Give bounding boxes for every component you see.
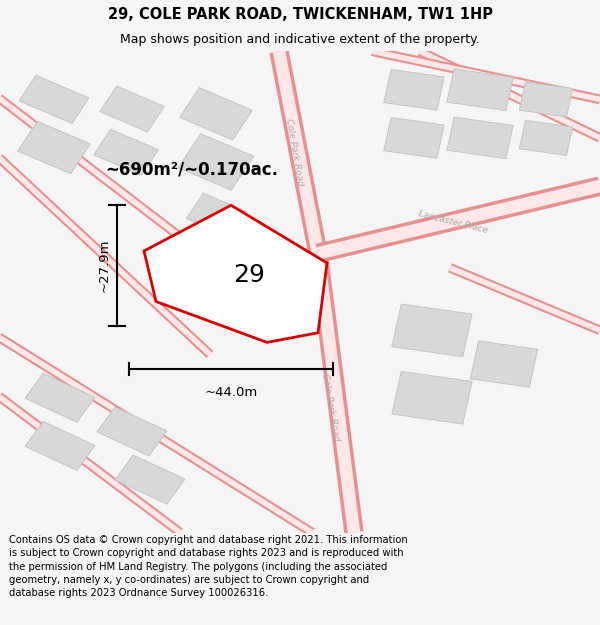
Bar <box>384 118 444 158</box>
Bar <box>19 76 89 123</box>
Bar <box>187 193 245 237</box>
Text: Cole Park Road: Cole Park Road <box>320 373 340 442</box>
Bar <box>115 455 185 504</box>
Text: 29, COLE PARK ROAD, TWICKENHAM, TW1 1HP: 29, COLE PARK ROAD, TWICKENHAM, TW1 1HP <box>107 7 493 22</box>
Bar <box>199 217 269 271</box>
Text: 29: 29 <box>233 263 265 287</box>
Bar <box>178 134 254 190</box>
Text: ~690m²/~0.170ac.: ~690m²/~0.170ac. <box>105 160 278 178</box>
Bar <box>519 82 573 117</box>
Text: Lancaster Place: Lancaster Place <box>418 209 488 235</box>
Bar <box>25 373 95 423</box>
Bar <box>25 421 95 471</box>
Bar <box>97 407 167 456</box>
Text: ~27.9m: ~27.9m <box>97 239 110 292</box>
Bar <box>94 129 158 175</box>
Text: ~44.0m: ~44.0m <box>205 386 257 399</box>
Bar <box>392 304 472 357</box>
Bar <box>447 117 513 159</box>
Bar <box>100 86 164 132</box>
Bar <box>392 371 472 424</box>
Text: Cole Park Road: Cole Park Road <box>284 118 304 187</box>
Bar <box>519 121 573 156</box>
Bar <box>384 69 444 110</box>
Bar <box>447 69 513 111</box>
Bar <box>179 88 253 140</box>
Text: Map shows position and indicative extent of the property.: Map shows position and indicative extent… <box>120 34 480 46</box>
Bar <box>17 121 91 174</box>
Text: Contains OS data © Crown copyright and database right 2021. This information
is : Contains OS data © Crown copyright and d… <box>9 535 408 598</box>
Polygon shape <box>144 205 327 342</box>
Bar <box>470 341 538 388</box>
